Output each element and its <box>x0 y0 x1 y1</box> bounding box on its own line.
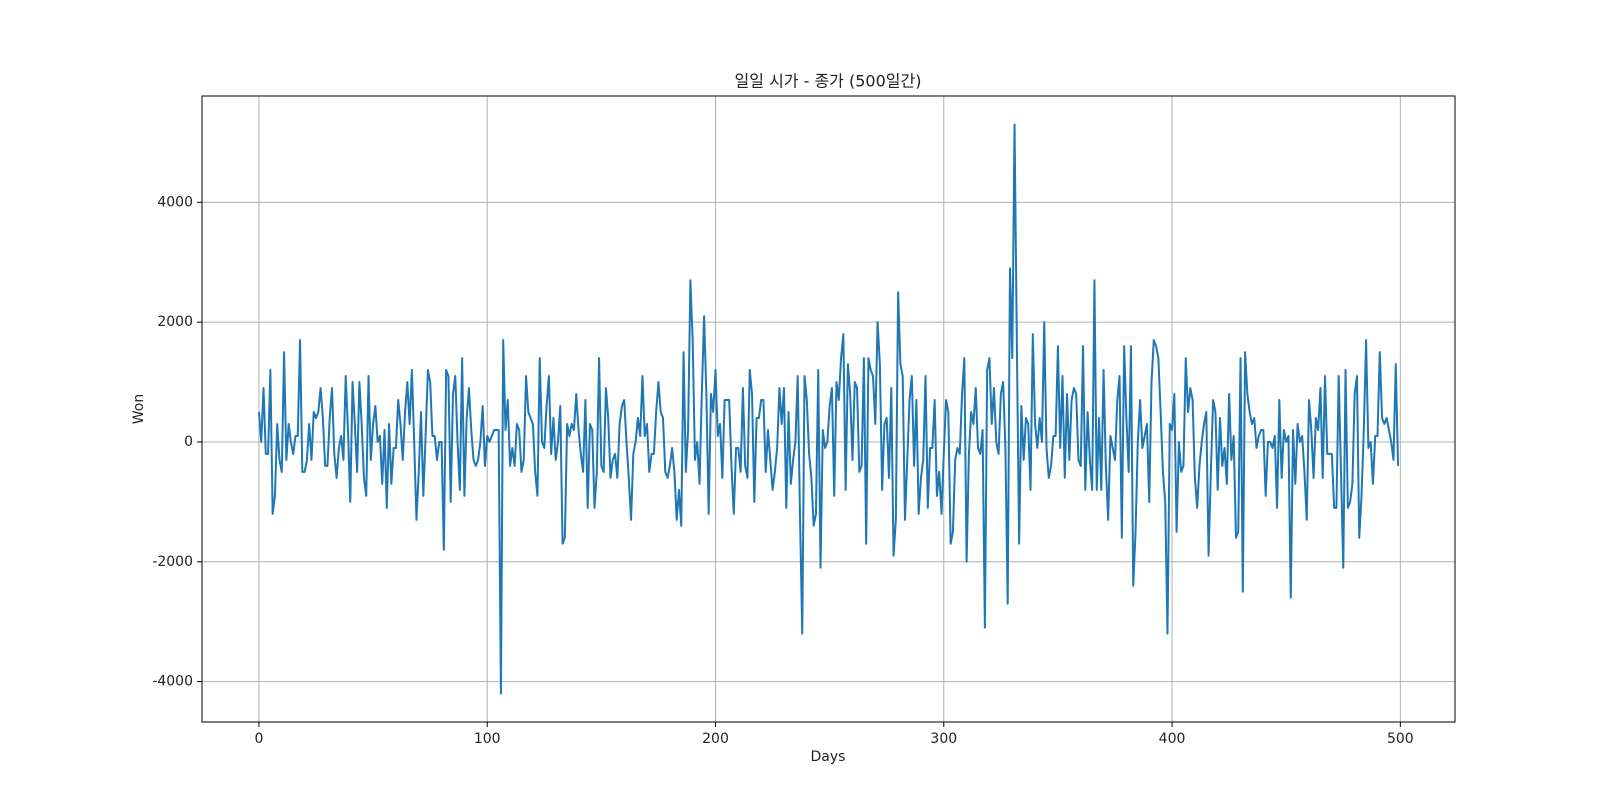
x-tick-label: 0 <box>254 731 263 747</box>
x-tick-label: 400 <box>1159 731 1186 747</box>
y-tick-label: -4000 <box>152 674 193 690</box>
data-line <box>257 123 1400 695</box>
x-tick-label: 300 <box>930 731 957 747</box>
y-tick-label: -2000 <box>152 554 193 570</box>
x-tick-label: 500 <box>1387 731 1414 747</box>
x-axis-label: Days <box>811 749 846 765</box>
plot-frame <box>201 95 1456 723</box>
y-axis-label: Won <box>131 394 147 424</box>
y-tick-label: 2000 <box>157 314 193 330</box>
x-tick-label: 100 <box>474 731 501 747</box>
y-tick-label: 0 <box>184 434 193 450</box>
y-tick-label: 4000 <box>157 194 193 210</box>
chart-title: 일일 시가 - 종가 (500일간) <box>735 72 922 91</box>
x-tick-label: 200 <box>702 731 729 747</box>
